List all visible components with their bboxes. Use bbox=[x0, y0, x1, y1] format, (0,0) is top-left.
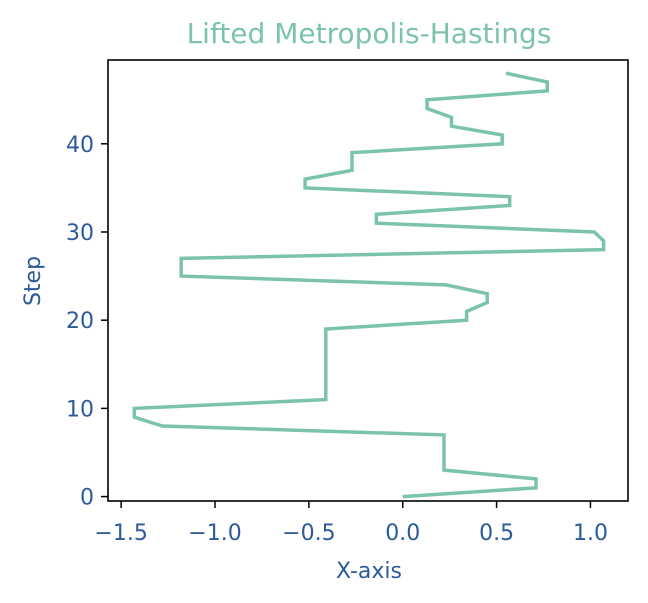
x-tick-label: 0.5 bbox=[479, 521, 514, 546]
x-tick-label: −0.5 bbox=[282, 521, 335, 546]
x-tick-label: −1.0 bbox=[188, 521, 241, 546]
y-tick-label: 40 bbox=[66, 133, 94, 158]
y-tick-label: 20 bbox=[66, 309, 94, 334]
x-tick-label: 1.0 bbox=[573, 521, 608, 546]
y-tick-label: 30 bbox=[66, 221, 94, 246]
x-ticks: −1.5 −1.0 −0.5 0.0 0.5 1.0 bbox=[94, 501, 608, 546]
series-line bbox=[132, 71, 606, 499]
y-axis-label: Step bbox=[21, 256, 46, 306]
x-tick-label: 0.0 bbox=[385, 521, 420, 546]
x-axis-label: X-axis bbox=[336, 559, 402, 584]
plot-frame bbox=[107, 59, 629, 502]
chart-title: Lifted Metropolis-Hastings bbox=[187, 17, 552, 50]
y-tick-label: 0 bbox=[80, 486, 94, 511]
x-tick-label: −1.5 bbox=[94, 521, 147, 546]
y-ticks: 0 10 20 30 40 bbox=[66, 133, 108, 511]
y-tick-label: 10 bbox=[66, 397, 94, 422]
